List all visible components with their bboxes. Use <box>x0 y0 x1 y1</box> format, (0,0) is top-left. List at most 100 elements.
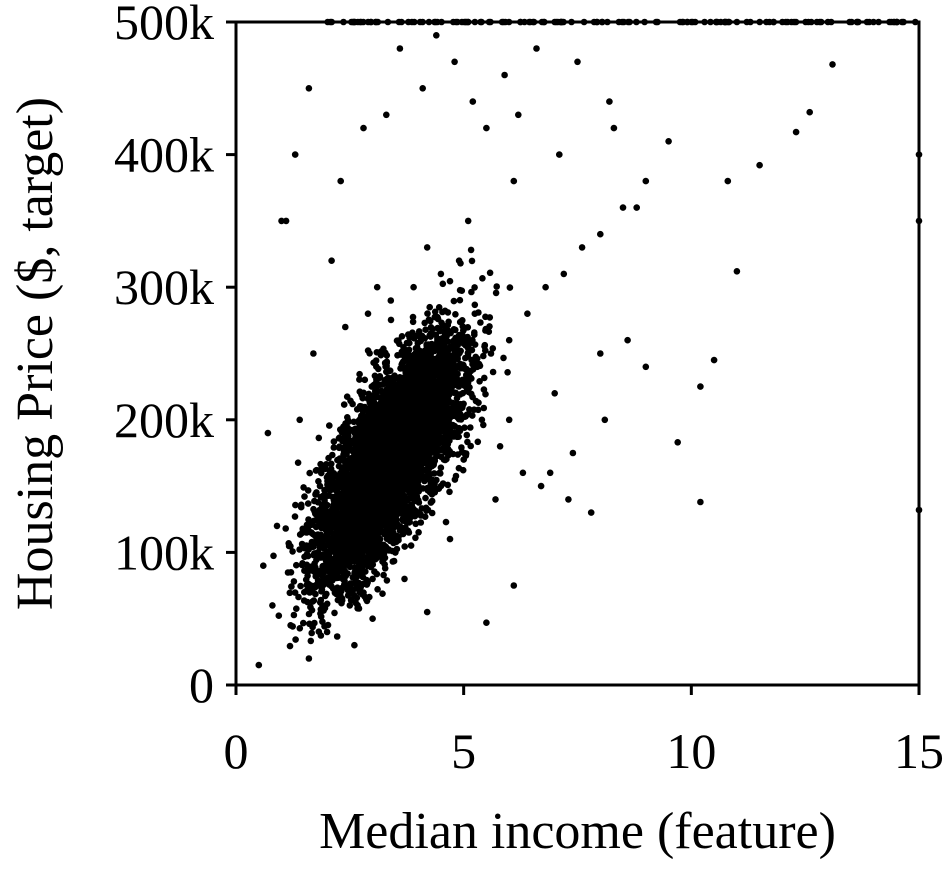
data-point <box>467 246 475 254</box>
data-point <box>474 438 482 446</box>
data-point <box>321 623 328 630</box>
data-point <box>317 613 325 620</box>
data-point <box>412 534 419 542</box>
data-point <box>423 244 431 251</box>
data-point <box>456 296 464 304</box>
data-point <box>405 519 413 526</box>
data-point <box>430 470 438 477</box>
data-point <box>291 151 299 158</box>
data-point <box>352 517 360 524</box>
data-point <box>459 466 467 474</box>
data-point <box>429 437 437 445</box>
data-point <box>362 568 369 575</box>
data-point <box>374 586 381 593</box>
data-point <box>423 507 430 514</box>
data-point <box>446 535 454 543</box>
data-point <box>432 401 440 409</box>
data-point <box>282 525 290 532</box>
data-point <box>597 350 604 357</box>
data-point <box>355 417 362 425</box>
data-point <box>505 416 513 424</box>
data-point <box>560 270 568 278</box>
data-point <box>449 399 457 407</box>
data-point <box>418 351 425 359</box>
data-point <box>459 323 467 330</box>
data-point <box>371 568 378 575</box>
data-point <box>291 589 299 596</box>
data-point <box>515 111 522 119</box>
data-point <box>412 349 420 357</box>
data-point <box>444 338 452 345</box>
data-point <box>351 593 358 600</box>
data-point <box>318 464 326 471</box>
data-point <box>306 469 314 477</box>
data-point <box>480 352 487 360</box>
data-point <box>312 590 319 598</box>
data-point <box>414 496 422 504</box>
data-point <box>292 501 299 509</box>
data-point <box>387 297 395 304</box>
data-point <box>312 581 320 589</box>
data-point <box>441 404 448 412</box>
data-point <box>439 343 447 351</box>
data-point <box>284 569 292 576</box>
data-point <box>444 309 452 316</box>
data-point <box>475 399 482 407</box>
data-point <box>297 582 304 590</box>
data-point <box>328 460 335 468</box>
data-point <box>369 575 376 583</box>
data-point <box>501 71 508 79</box>
data-point <box>369 615 376 622</box>
data-point <box>312 490 320 498</box>
data-point <box>411 335 418 342</box>
data-point <box>331 609 338 617</box>
data-point <box>424 359 431 366</box>
data-point <box>829 61 836 68</box>
data-point <box>446 488 453 496</box>
data-point <box>351 641 358 649</box>
data-point <box>308 629 316 637</box>
data-point <box>303 521 311 529</box>
data-point <box>697 498 704 506</box>
data-point <box>404 527 412 535</box>
data-point <box>386 385 394 392</box>
data-point <box>330 438 338 445</box>
data-point <box>321 494 329 502</box>
data-point <box>443 373 450 380</box>
data-point <box>403 356 411 364</box>
data-point <box>358 403 365 410</box>
data-point <box>426 476 433 484</box>
data-point <box>406 429 414 437</box>
data-point <box>468 257 476 265</box>
data-point <box>282 217 290 225</box>
data-point <box>316 536 323 543</box>
data-point <box>435 304 443 311</box>
data-point <box>393 337 401 345</box>
data-point <box>486 314 494 321</box>
data-point <box>296 546 303 553</box>
data-point <box>329 476 337 484</box>
data-point <box>311 550 318 557</box>
data-point <box>404 495 412 503</box>
data-point <box>342 323 349 331</box>
data-point <box>326 422 333 429</box>
data-point <box>269 602 276 609</box>
data-point <box>551 390 558 397</box>
data-point <box>264 429 272 437</box>
data-point <box>674 439 681 446</box>
data-point <box>428 497 436 505</box>
data-point <box>373 283 381 291</box>
data-point <box>464 217 472 225</box>
data-point <box>510 177 518 185</box>
data-point <box>456 286 464 294</box>
data-point <box>392 549 399 556</box>
data-point <box>296 625 304 632</box>
data-point <box>569 449 577 457</box>
data-point <box>450 297 458 305</box>
data-point <box>330 444 338 451</box>
data-point <box>380 571 387 579</box>
data-point <box>442 518 450 526</box>
data-point <box>405 346 413 354</box>
